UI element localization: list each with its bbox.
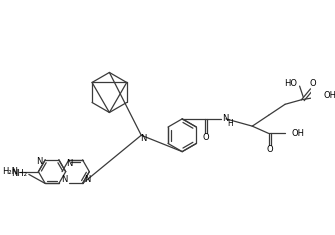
Text: H₂N: H₂N — [2, 167, 18, 176]
Text: OH: OH — [323, 91, 335, 100]
Text: N: N — [140, 134, 146, 143]
Text: HO: HO — [284, 79, 297, 88]
Text: N: N — [222, 114, 228, 123]
Text: N: N — [36, 157, 43, 166]
Text: N: N — [84, 175, 91, 184]
Text: O: O — [310, 79, 317, 88]
Text: H: H — [227, 119, 232, 128]
Text: N: N — [62, 175, 68, 184]
Text: N: N — [66, 159, 72, 168]
Text: O: O — [266, 145, 273, 154]
Text: OH: OH — [291, 129, 305, 138]
Text: O: O — [203, 133, 209, 142]
Text: NH₂: NH₂ — [11, 169, 27, 178]
